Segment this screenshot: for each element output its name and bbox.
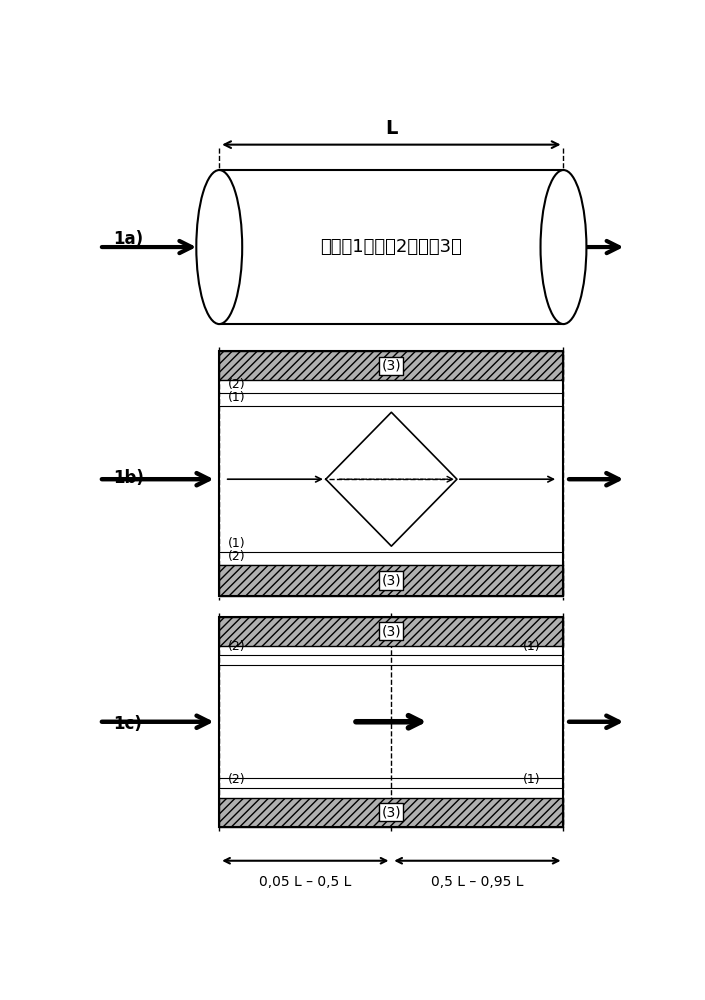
Bar [219,351,563,380]
Bar [219,351,563,596]
Text: (1): (1) [228,391,245,404]
Ellipse shape [196,170,243,324]
Text: (2): (2) [228,773,245,786]
Text: 1a): 1a) [113,230,143,248]
Text: L: L [385,119,398,138]
Bar [219,798,563,827]
Bar [219,617,563,827]
Text: 1c): 1c) [113,715,142,733]
Text: 包含（1）和（2）的（3）: 包含（1）和（2）的（3） [321,238,462,256]
Text: (3): (3) [381,624,401,638]
Text: (1): (1) [228,537,245,550]
Text: 0,05 L – 0,5 L: 0,05 L – 0,5 L [259,875,352,889]
Bar [219,617,563,646]
Text: 0,5 L – 0,95 L: 0,5 L – 0,95 L [431,875,524,889]
Text: (3): (3) [381,805,401,819]
Text: (2): (2) [228,378,245,391]
Text: 1b): 1b) [113,469,144,487]
Text: (1): (1) [522,773,540,786]
Bar [219,170,563,324]
Text: (1): (1) [522,640,540,653]
Text: (2): (2) [228,640,245,653]
Ellipse shape [541,170,587,324]
Text: (2): (2) [228,550,245,563]
Bar [219,565,563,596]
Text: (3): (3) [381,359,401,373]
Text: (3): (3) [381,573,401,587]
